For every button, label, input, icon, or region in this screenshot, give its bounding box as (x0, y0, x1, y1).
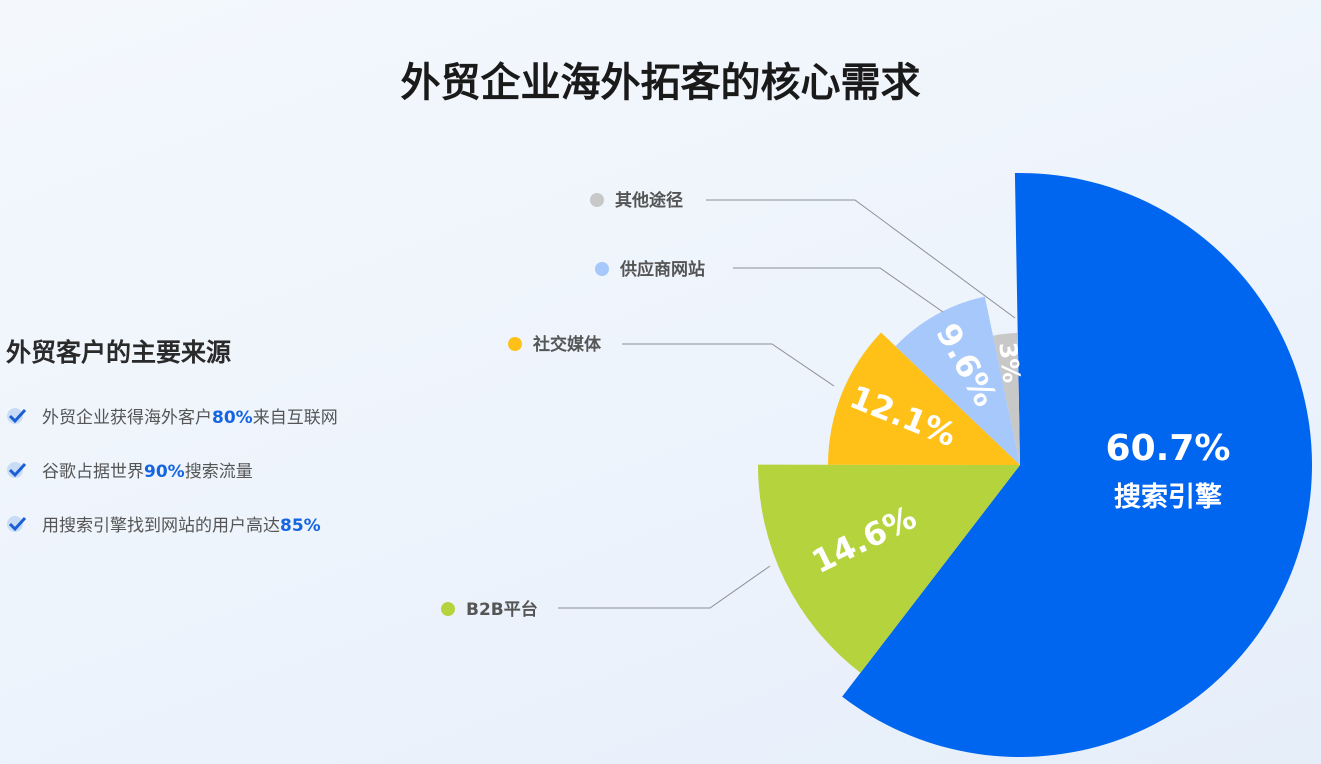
leader-line (733, 267, 944, 313)
legend-label: 社交媒体 (532, 334, 602, 355)
list-item: 用搜索引擎找到网站的用户高达85% (6, 510, 338, 537)
pie-slice (842, 173, 1313, 757)
legend-label: 供应商网站 (619, 259, 705, 280)
bullet-text: 外贸企业获得海外客户80%来自互联网 (42, 408, 338, 428)
legend-dot (590, 193, 604, 207)
leader-line (558, 565, 771, 609)
check-icon (7, 407, 27, 424)
bullet-list: 外贸企业获得海外客户80%来自互联网 谷歌占据世界90%搜索流量 用搜索引擎找到… (6, 402, 338, 564)
pie-slice (828, 332, 1020, 465)
slice-label: 60.7% (1106, 428, 1231, 469)
legend-label: B2B平台 (466, 599, 538, 620)
bullet-text: 用搜索引擎找到网站的用户高达85% (42, 516, 321, 536)
leader-line (622, 343, 835, 387)
list-item: 谷歌占据世界90%搜索流量 (6, 456, 338, 483)
page-title: 外贸企业海外拓客的核心需求 (400, 60, 921, 106)
list-item: 外贸企业获得海外客户80%来自互联网 (6, 402, 338, 429)
legend-dot (595, 262, 609, 276)
leader-line (706, 199, 1016, 319)
slice-name: 搜索引擎 (1114, 481, 1222, 513)
slice-label: 3% (993, 341, 1025, 385)
legend-dot (441, 602, 455, 616)
pie-slice (993, 333, 1020, 465)
check-icon (7, 515, 27, 532)
legend-label: 其他途径 (615, 190, 683, 211)
pie-slice (895, 296, 1020, 465)
pie-slice (758, 464, 1020, 673)
bullet-text: 谷歌占据世界90%搜索流量 (42, 462, 253, 482)
side-title: 外贸客户的主要来源 (6, 338, 232, 367)
check-icon (7, 461, 27, 478)
legend-dot (508, 337, 522, 351)
